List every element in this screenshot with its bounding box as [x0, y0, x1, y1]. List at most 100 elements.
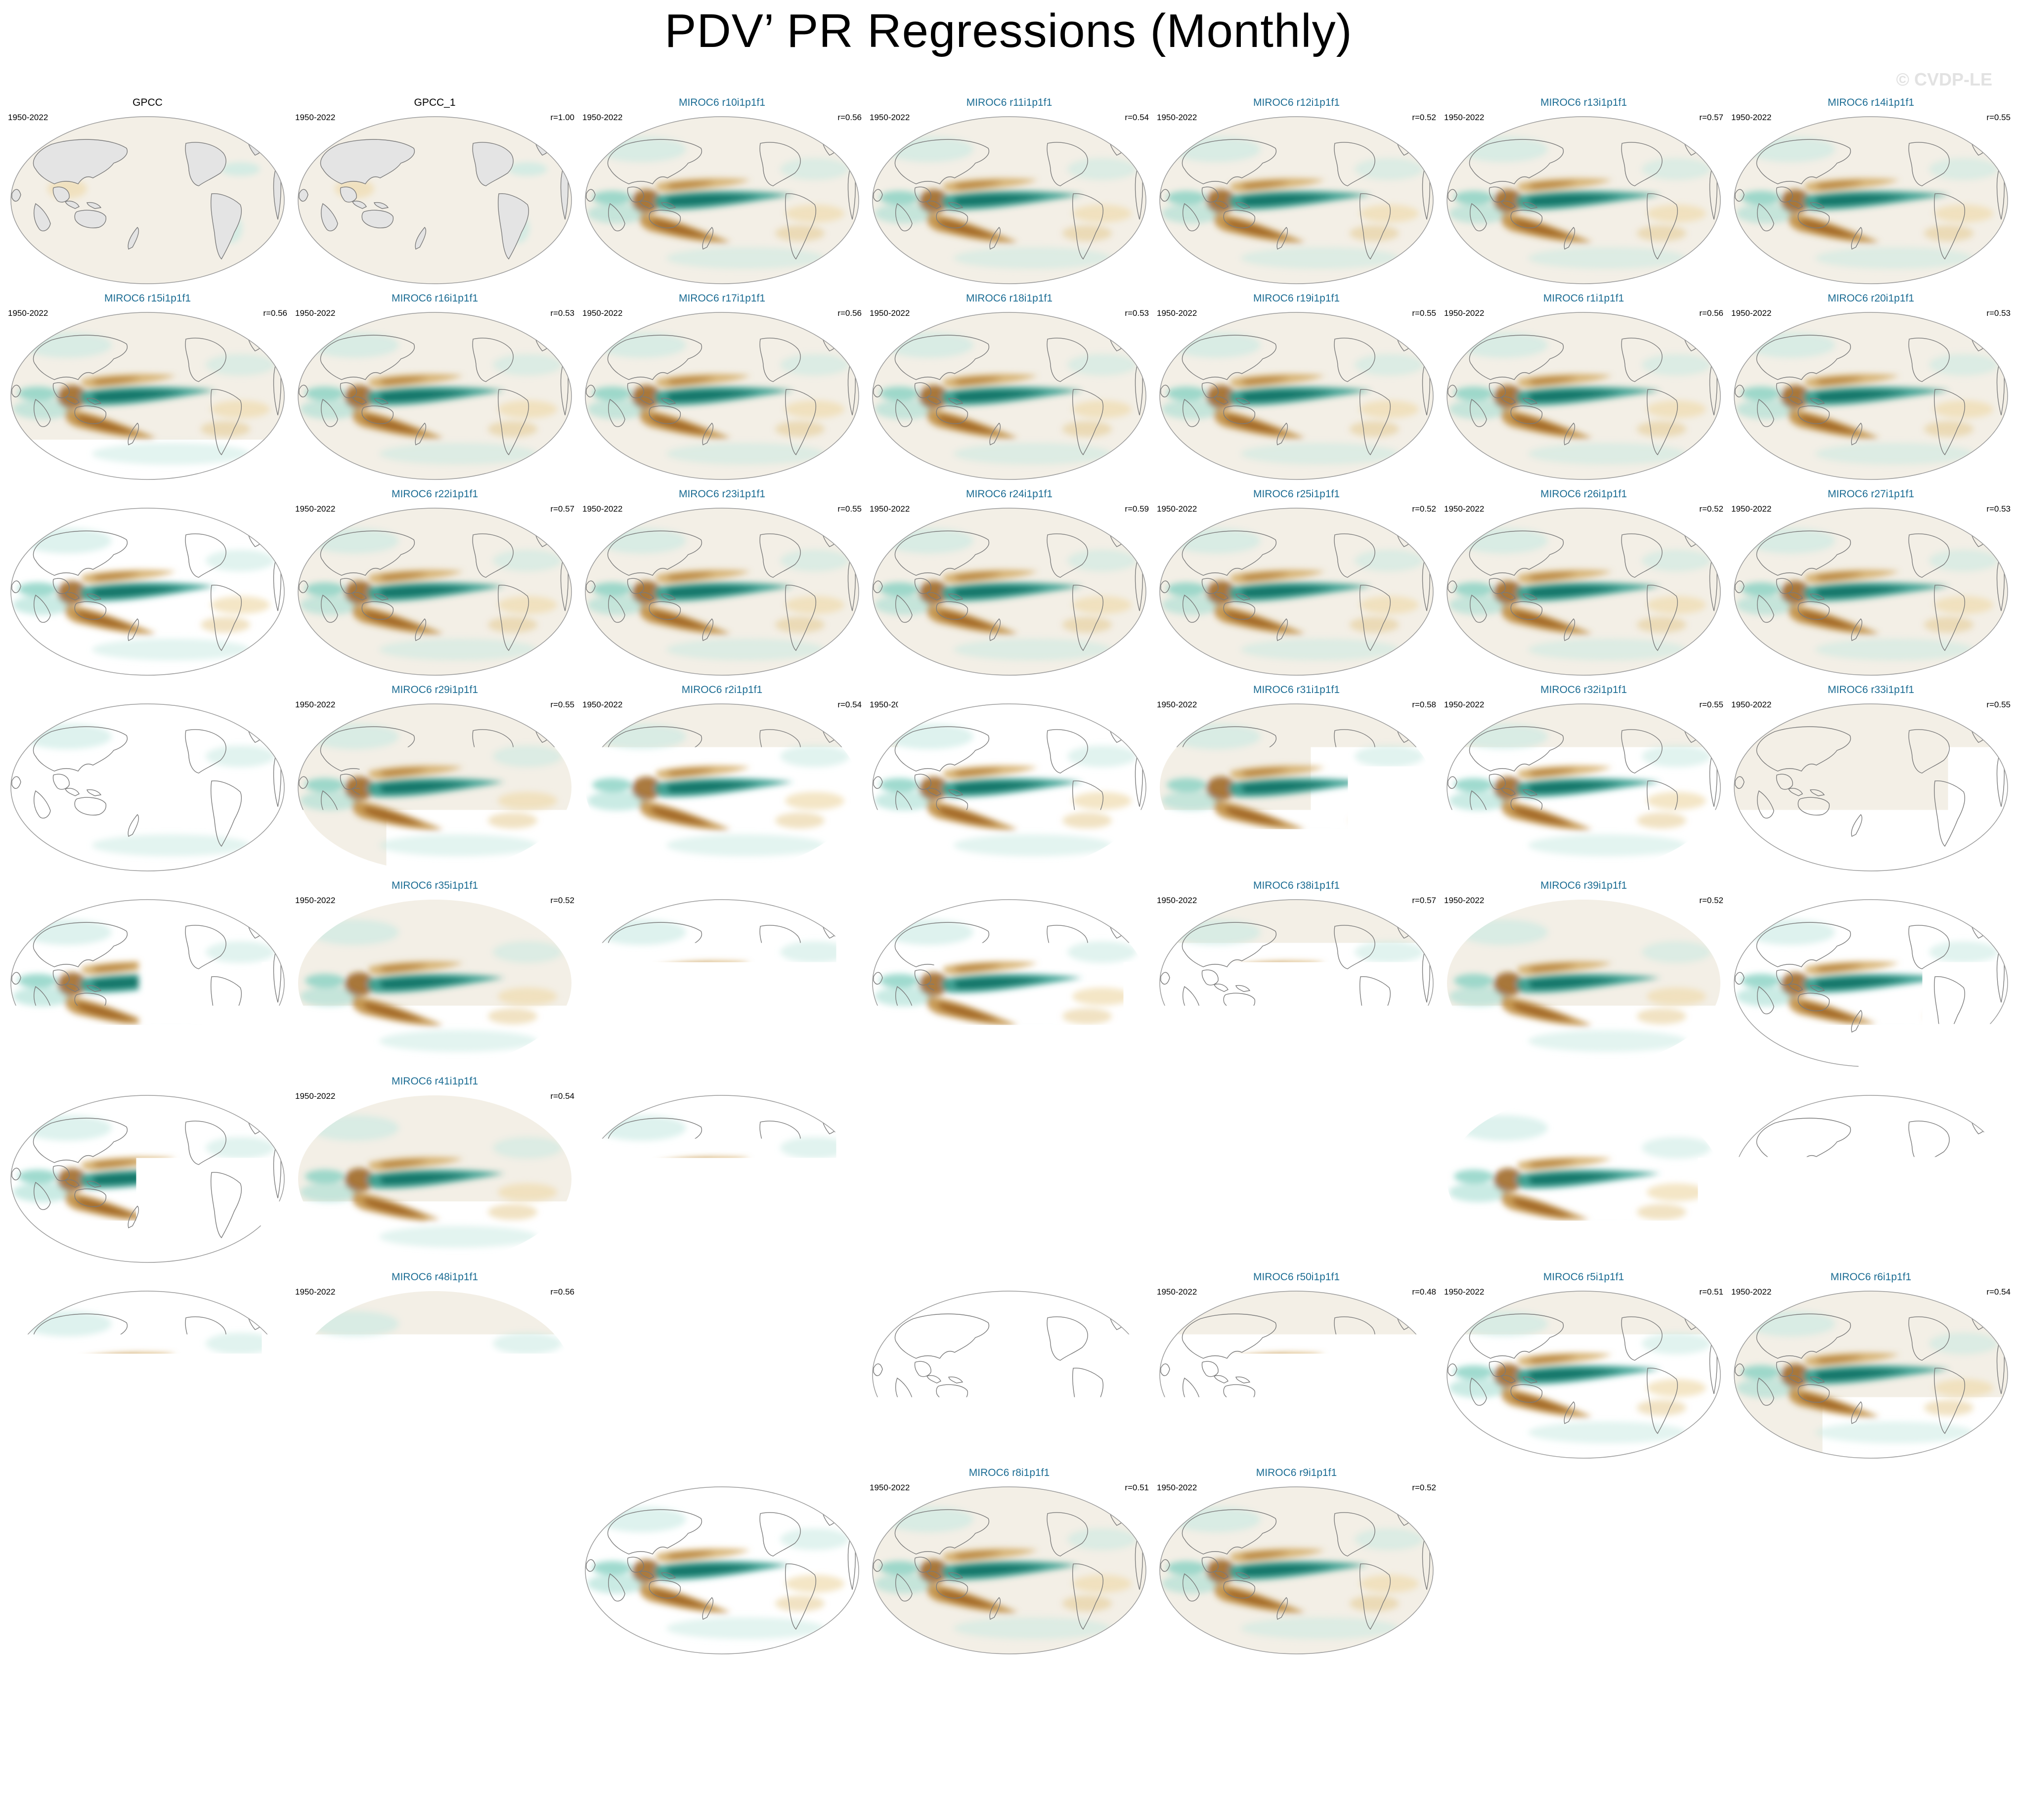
wet-anomaly-indian — [592, 1561, 632, 1575]
regression-map — [582, 1485, 862, 1656]
regression-map — [1157, 1289, 1436, 1460]
colorbar-box — [507, 1689, 579, 1721]
panel-title: MIROC6 r17i1p1f1 — [578, 293, 866, 304]
map-panel: MIROC6 r49i1p1f1 1950-2022 r=0.55 — [578, 1271, 866, 1460]
map-panel: MIROC6 r9i1p1f1 1950-2022 r=0.52 — [1153, 1467, 1440, 1656]
regression-map — [1444, 702, 1723, 873]
wet-anomaly-indian — [1167, 582, 1206, 596]
colorbar-box — [1009, 1689, 1081, 1721]
anomaly-patch — [1929, 941, 1998, 963]
anomaly-patch — [1072, 205, 1132, 222]
anomaly-patch — [1359, 792, 1419, 810]
colorbar-box — [938, 1689, 1009, 1721]
anomaly-patch — [1924, 421, 1973, 437]
map-panel: MIROC6 r37i1p1f1 1950-2022 r=0.54 — [866, 880, 1153, 1069]
ocean-background — [298, 117, 571, 284]
map-panel: MIROC6 r4i1p1f1 1950-2022 r=0.51 — [866, 1271, 1153, 1460]
anomaly-patch — [1637, 421, 1686, 437]
regression-map — [870, 115, 1149, 286]
colorbar-box — [866, 1689, 938, 1721]
anomaly-patch — [1637, 617, 1686, 633]
anomaly-patch — [1647, 400, 1706, 418]
map-panel: MIROC6 r2i1p1f1 1950-2022 r=0.54 — [578, 684, 866, 873]
anomaly-patch — [775, 1400, 825, 1416]
panel-title: MIROC6 r2i1p1f1 — [578, 684, 866, 696]
anomaly-patch — [493, 941, 562, 963]
anomaly-patch — [206, 550, 275, 571]
anomaly-patch — [1359, 988, 1419, 1005]
anomaly-patch — [785, 1575, 844, 1593]
wet-anomaly-indian — [305, 778, 345, 792]
panel-title: MIROC6 r45i1p1f1 — [1440, 1076, 1727, 1087]
anomaly-patch — [508, 162, 547, 176]
anomaly-patch — [1350, 1008, 1399, 1024]
anomaly-patch — [498, 792, 557, 810]
regression-map — [295, 1093, 574, 1264]
wet-anomaly-indian — [1741, 974, 1781, 988]
panel-title: MIROC6 r22i1p1f1 — [291, 488, 578, 500]
anomaly-patch — [785, 792, 844, 810]
regression-map — [1444, 1289, 1723, 1460]
map-panel: MIROC6 r18i1p1f1 1950-2022 r=0.53 — [866, 293, 1153, 481]
panel-title: MIROC6 r1i1p1f1 — [1440, 293, 1727, 304]
panel-title: MIROC6 r5i1p1f1 — [1440, 1271, 1727, 1283]
wet-anomaly-indian — [18, 1365, 57, 1379]
anomaly-patch — [1934, 400, 1993, 418]
anomaly-patch — [1355, 941, 1424, 963]
anomaly-patch — [780, 745, 849, 767]
wet-anomaly-indian — [1167, 1365, 1206, 1379]
regression-map — [295, 310, 574, 481]
wet-anomaly-indian — [18, 582, 57, 596]
anomaly-patch — [1924, 813, 1973, 828]
regression-map — [1731, 1093, 2011, 1264]
colorbar-tick-label: -0.25 — [826, 1725, 907, 1766]
anomaly-patch — [1934, 596, 1993, 614]
anomaly-patch — [1647, 205, 1706, 222]
colorbar-box — [435, 1689, 507, 1721]
anomaly-patch — [1355, 1333, 1424, 1354]
wet-anomaly-indian — [18, 974, 57, 988]
colorbar-tick-label: 0.75 — [1262, 1725, 1331, 1766]
anomaly-patch — [206, 1137, 275, 1159]
anomaly-patch — [1067, 354, 1137, 376]
map-panel: MIROC6 r41i1p1f1 1950-2022 r=0.54 — [291, 1076, 578, 1264]
regression-map — [1731, 310, 2011, 481]
anomaly-patch — [1647, 596, 1706, 614]
regression-map — [582, 506, 862, 677]
anomaly-patch — [1642, 550, 1711, 571]
map-panel: MIROC6 r31i1p1f1 1950-2022 r=0.58 — [1153, 684, 1440, 873]
panel-title: MIROC6 r43i1p1f1 — [866, 1076, 1153, 1087]
anomaly-patch — [1647, 792, 1706, 810]
anomaly-patch — [201, 421, 250, 437]
map-panel: MIROC6 r25i1p1f1 1950-2022 r=0.52 — [1153, 488, 1440, 677]
anomaly-patch — [1355, 1528, 1424, 1550]
wet-anomaly-indian — [592, 1170, 632, 1183]
wet-anomaly-indian — [1741, 387, 1781, 400]
anomaly-patch — [1067, 1528, 1137, 1550]
anomaly-patch — [1647, 988, 1706, 1005]
panel-title: GPCC_1 — [291, 97, 578, 109]
panel-title: MIROC6 r12i1p1f1 — [1153, 97, 1440, 109]
anomaly-patch — [1072, 1183, 1132, 1201]
regression-map — [8, 898, 287, 1069]
anomaly-patch — [1934, 205, 1993, 222]
panel-title: MIROC6 r7i1p1f1 — [578, 1467, 866, 1479]
anomaly-patch — [1637, 813, 1686, 828]
regression-map — [1157, 310, 1436, 481]
regression-map — [870, 1093, 1149, 1264]
colorbar-box — [1440, 1689, 1512, 1721]
anomaly-patch — [775, 1596, 825, 1611]
colorbar-tick-label: 0.25 — [1118, 1725, 1187, 1766]
regression-map — [1444, 310, 1723, 481]
wet-anomaly-indian — [1454, 387, 1493, 400]
anomaly-patch — [488, 421, 537, 437]
wet-anomaly-indian — [1741, 191, 1781, 205]
anomaly-patch — [1072, 400, 1132, 418]
colorbar-box — [1512, 1689, 1583, 1721]
colorbar-ticks: -4 -2 -0.75 -0.25 0 0.25 0.75 2 4 — [0, 1725, 2017, 1765]
wet-anomaly-indian — [305, 974, 345, 988]
panel-title: MIROC6 r39i1p1f1 — [1440, 880, 1727, 892]
map-panel: MIROC6 r22i1p1f1 1950-2022 r=0.57 — [291, 488, 578, 677]
wet-anomaly-indian — [879, 974, 919, 988]
map-panel: GPCC 1950-2022 — [4, 97, 291, 286]
